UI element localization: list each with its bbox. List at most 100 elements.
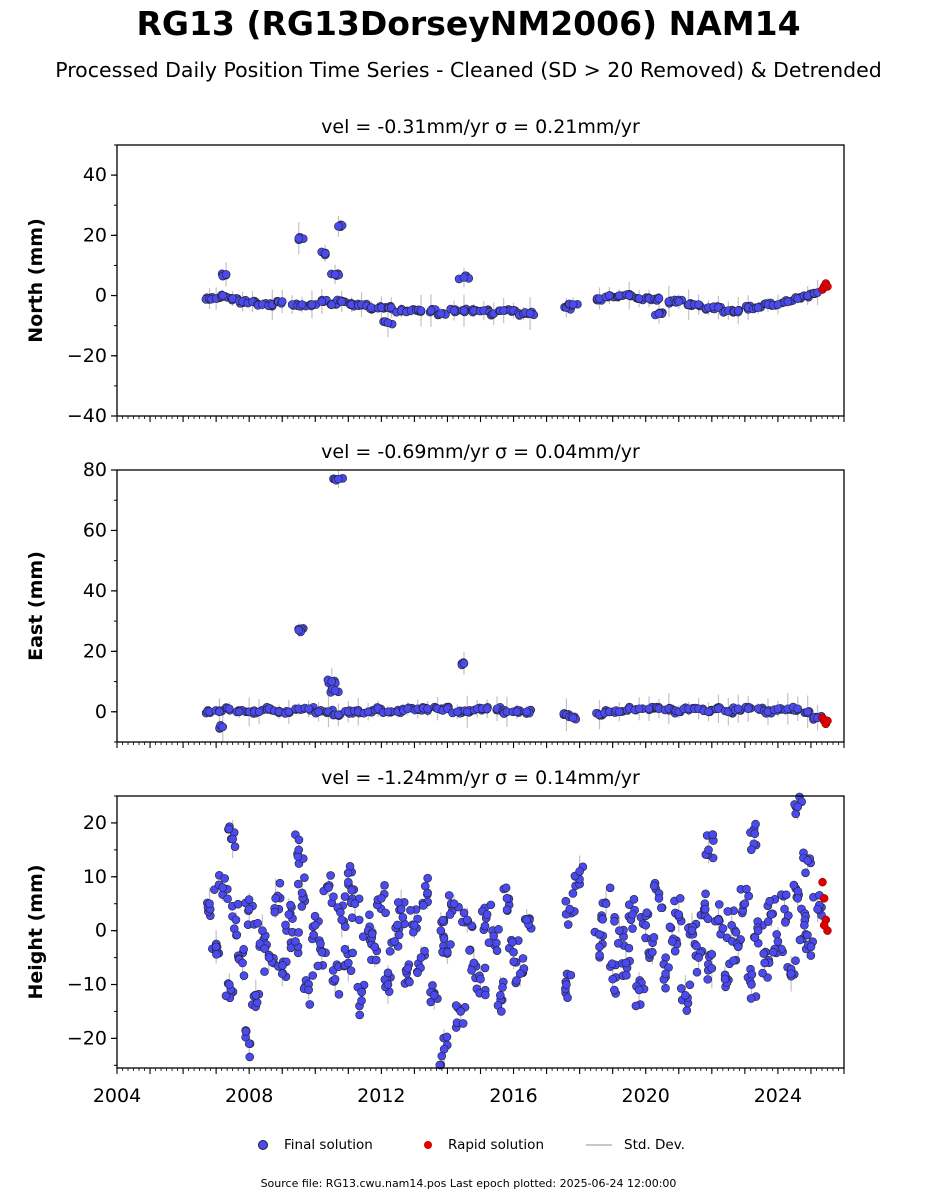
final-point	[598, 915, 607, 924]
final-point	[654, 894, 664, 903]
final-point	[403, 704, 413, 714]
final-point	[435, 1060, 445, 1070]
final-point	[665, 922, 675, 932]
final-point	[317, 947, 327, 957]
final-point	[492, 946, 502, 955]
final-point	[459, 908, 469, 918]
y-tick-label: −20	[67, 1027, 107, 1049]
x-tick-label: 2024	[754, 1085, 802, 1107]
legend: Final solution Rapid solution Std. Dev.	[0, 1137, 937, 1157]
final-point	[326, 871, 335, 880]
final-point	[692, 941, 701, 951]
final-point	[622, 970, 631, 980]
legend-std-marker	[586, 1144, 612, 1146]
y-tick-label: 40	[83, 164, 107, 186]
final-point	[327, 677, 337, 686]
source-note: Source file: RG13.cwu.nam14.pos Last epo…	[260, 1177, 677, 1190]
final-point	[614, 291, 624, 300]
final-point	[305, 1000, 315, 1009]
final-point	[370, 942, 380, 952]
final-point	[759, 949, 769, 958]
legend-rapid-marker	[424, 1141, 432, 1149]
final-point	[494, 925, 503, 934]
final-point	[330, 686, 340, 695]
final-point	[676, 984, 686, 993]
final-point	[563, 920, 573, 929]
final-point	[294, 879, 303, 889]
final-point	[654, 309, 664, 318]
final-point	[275, 878, 285, 888]
final-point	[446, 940, 455, 949]
final-point	[294, 928, 303, 937]
final-point	[525, 309, 535, 318]
final-point	[522, 915, 532, 925]
final-point	[502, 894, 512, 903]
final-point	[423, 888, 432, 898]
final-point	[674, 297, 684, 306]
final-point	[444, 891, 454, 900]
final-point	[481, 990, 490, 1000]
final-point	[310, 911, 320, 921]
final-point	[233, 899, 243, 909]
final-point	[385, 947, 395, 956]
final-point	[423, 873, 432, 883]
final-point	[795, 935, 805, 945]
final-point	[793, 704, 803, 714]
final-point	[634, 294, 644, 303]
final-point	[512, 707, 522, 717]
final-point	[420, 946, 429, 956]
final-point	[703, 914, 713, 924]
final-point	[733, 942, 743, 952]
final-point	[224, 824, 234, 834]
final-point	[304, 985, 313, 995]
final-point	[661, 969, 670, 979]
final-point	[334, 474, 343, 484]
y-tick-label: 40	[83, 580, 107, 602]
final-point	[371, 955, 381, 965]
final-point	[324, 883, 333, 892]
final-point	[512, 976, 521, 985]
final-point	[336, 908, 345, 917]
final-point	[522, 707, 532, 717]
final-point	[212, 950, 221, 959]
final-point	[355, 1010, 365, 1020]
final-point	[314, 707, 323, 717]
final-point	[813, 904, 822, 914]
final-point	[329, 892, 338, 901]
final-point	[509, 957, 519, 966]
final-point	[791, 809, 801, 819]
final-point	[297, 902, 307, 911]
final-point	[271, 894, 280, 903]
final-point	[383, 968, 393, 978]
final-point	[708, 830, 718, 839]
final-point	[509, 947, 518, 957]
final-point	[766, 910, 776, 919]
final-point	[608, 974, 617, 984]
final-point	[278, 961, 287, 970]
final-point	[486, 900, 496, 910]
final-point	[231, 915, 241, 925]
final-point	[228, 834, 237, 844]
final-point	[780, 904, 789, 914]
final-point	[661, 983, 670, 993]
final-point	[340, 922, 350, 931]
final-point	[614, 707, 624, 717]
final-point	[753, 303, 763, 312]
final-point	[334, 710, 343, 720]
final-point	[436, 309, 446, 318]
final-point	[459, 273, 469, 282]
final-point	[751, 819, 760, 829]
final-point	[765, 896, 774, 906]
final-point	[484, 938, 494, 947]
final-point	[613, 938, 623, 948]
panel-title: vel = -0.31mm/yr σ = 0.21mm/yr	[321, 116, 640, 138]
final-point	[605, 291, 614, 300]
final-point	[264, 953, 274, 962]
final-point	[566, 970, 576, 980]
final-point	[743, 704, 753, 714]
final-point	[733, 306, 743, 315]
final-point	[760, 958, 769, 968]
final-point	[649, 933, 659, 942]
final-point	[405, 977, 414, 987]
final-point	[456, 1007, 465, 1016]
